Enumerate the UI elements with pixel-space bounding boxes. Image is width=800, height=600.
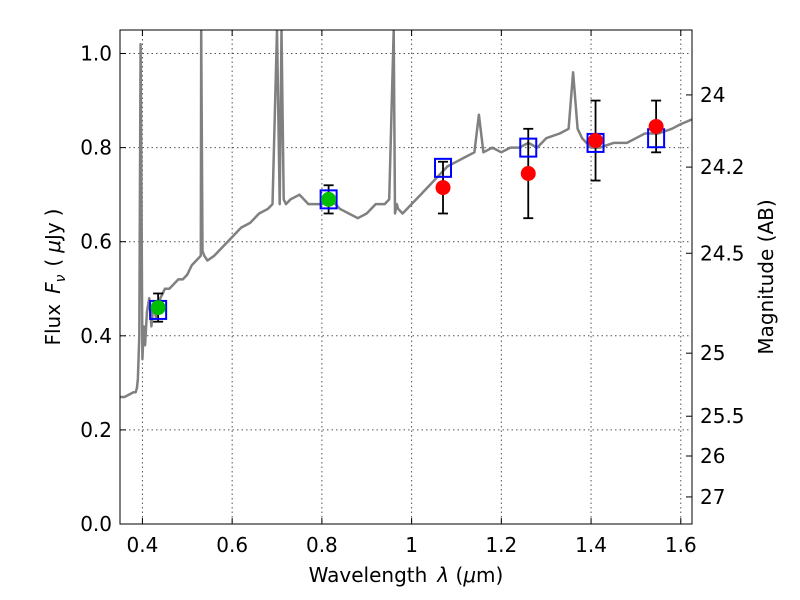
model-photometry-box — [519, 137, 538, 158]
y2-tick-label: 27 — [700, 485, 725, 509]
plot-background — [120, 30, 692, 524]
model-photometry-box — [434, 157, 453, 178]
x-tick-label: 0.8 — [306, 533, 338, 557]
x-tick-label: 1 — [405, 533, 418, 557]
x-tick-label: 1.2 — [485, 533, 517, 557]
observed-optical-point — [321, 191, 337, 207]
observed-nir-point — [648, 118, 664, 134]
observed-nir-point — [520, 165, 536, 181]
y-axis: 0.0 0.2 0.4 0.6 0.8 1.0 — [80, 42, 126, 536]
y2-tick-label: 26 — [700, 444, 725, 468]
x-tick-label: 1.4 — [575, 533, 607, 557]
observed-nir-point — [588, 133, 604, 149]
y-tick-label: 0.2 — [80, 418, 112, 442]
y2-axis-label: Magnitude (AB) — [754, 199, 778, 354]
x-tick-label: 0.6 — [216, 533, 248, 557]
y2-axis: 24 24.2 24.5 25 25.5 26 27 — [686, 83, 745, 509]
y2-tick-label: 24.2 — [700, 155, 745, 179]
y-axis-label: FluxFν(μJy) — [41, 208, 69, 345]
observed-nir-point — [435, 180, 451, 196]
y2-tick-label: 24.5 — [700, 241, 745, 265]
data-markers — [149, 99, 666, 323]
plot-frame — [119, 29, 693, 525]
x-tick-label: 0.4 — [127, 533, 159, 557]
x-axis-label: Wavelength λ (μm) — [309, 563, 504, 587]
y-tick-label: 0.8 — [80, 136, 112, 160]
y2-tick-label: 25.5 — [700, 404, 745, 428]
y-tick-label: 0.6 — [80, 230, 112, 254]
y-tick-label: 0.0 — [80, 512, 112, 536]
x-tick-label: 1.6 — [665, 533, 697, 557]
model-photometry-box — [319, 189, 338, 210]
y2-tick-label: 24 — [700, 83, 725, 107]
x-axis: 0.4 0.6 0.8 1 1.2 1.4 1.6 — [127, 30, 697, 557]
observed-optical-point — [150, 300, 166, 316]
y-tick-label: 1.0 — [80, 42, 112, 66]
y-tick-label: 0.4 — [80, 324, 112, 348]
y2-tick-label: 25 — [700, 341, 725, 365]
